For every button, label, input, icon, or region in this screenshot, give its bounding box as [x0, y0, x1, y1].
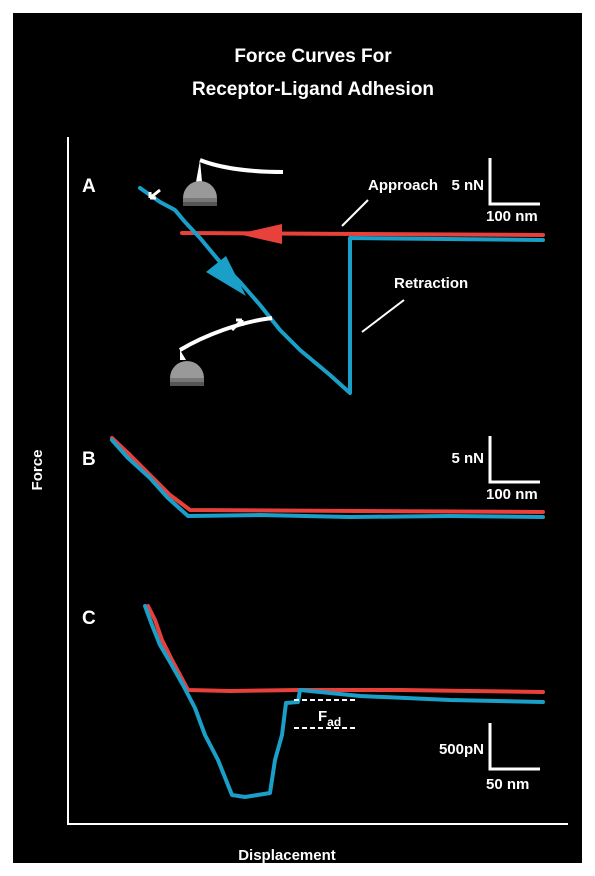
force-scale-label: 5 nN: [451, 450, 484, 467]
panel-label: C: [82, 608, 96, 629]
adhesion-symbol: F: [318, 708, 327, 725]
figure: Force Curves For Receptor-Ligand Adhesio…: [0, 0, 595, 876]
title-line: Force Curves For: [234, 46, 392, 67]
force-scale-label: 5 nN: [451, 177, 484, 194]
distance-scale-label: 100 nm: [486, 208, 538, 225]
annotation: Retraction: [394, 275, 468, 292]
title-line: Receptor-Ligand Adhesion: [192, 79, 434, 100]
x-axis-label: Displacement: [238, 847, 336, 864]
panel-label: B: [82, 449, 96, 470]
distance-scale-label: 100 nm: [486, 486, 538, 503]
adhesion-subscript: ad: [327, 715, 341, 729]
y-axis-label: Force: [29, 450, 46, 491]
figure-background: [13, 13, 582, 863]
panel-label: A: [82, 176, 96, 197]
distance-scale-label: 50 nm: [486, 776, 529, 793]
annotation: Approach: [368, 177, 438, 194]
force-scale-label: 500pN: [439, 741, 484, 758]
approach-curve: [182, 233, 543, 235]
